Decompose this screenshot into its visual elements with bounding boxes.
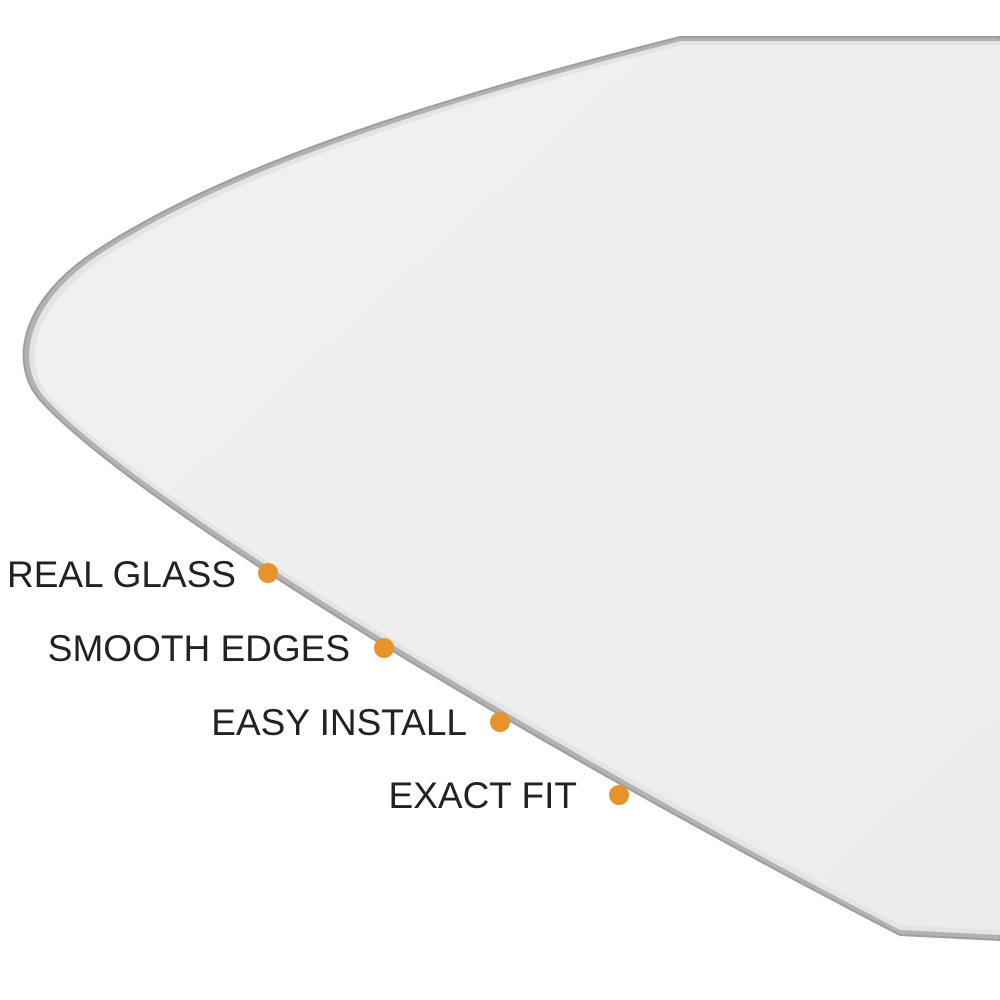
feature-label-real-glass: REAL GLASS xyxy=(7,554,236,595)
feature-dot-smooth-edges xyxy=(374,638,394,658)
feature-dot-real-glass xyxy=(258,563,278,583)
glass-surface xyxy=(34,45,1000,930)
feature-label-smooth-edges: SMOOTH EDGES xyxy=(47,628,350,669)
feature-label-exact-fit: EXACT FIT xyxy=(388,775,577,816)
feature-dot-easy-install xyxy=(490,712,510,732)
feature-label-easy-install: EASY INSTALL xyxy=(211,702,467,743)
feature-dot-exact-fit xyxy=(609,785,629,805)
